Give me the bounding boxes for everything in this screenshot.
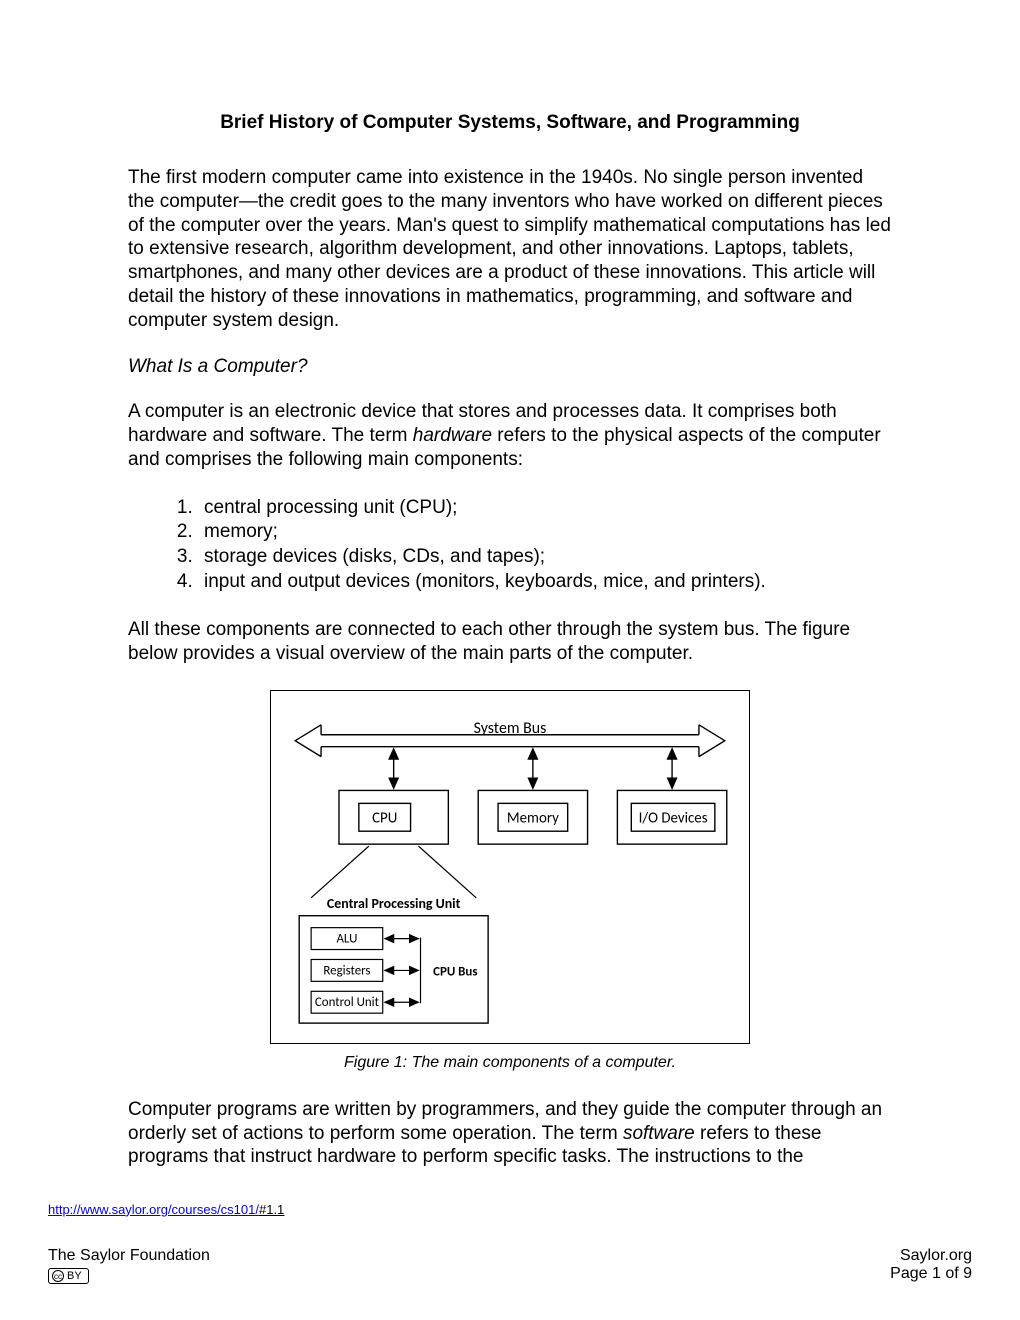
svg-text:CPU: CPU bbox=[372, 809, 397, 827]
memory-box: Memory bbox=[478, 790, 587, 844]
figure: System Bus CPU Memory I/O Devices bbox=[270, 690, 750, 1044]
cpu-box: CPU bbox=[339, 790, 448, 844]
page-footer: http://www.saylor.org/courses/cs101/#1.1… bbox=[0, 1201, 1020, 1284]
alu-box: ALU bbox=[311, 927, 383, 949]
list-item: central processing unit (CPU); bbox=[198, 496, 892, 521]
list-item: memory; bbox=[198, 520, 892, 545]
org-name: The Saylor Foundation bbox=[48, 1247, 210, 1265]
svg-text:Registers: Registers bbox=[323, 963, 370, 978]
cc-by-badge: ccBY bbox=[48, 1268, 89, 1284]
figure-container: System Bus CPU Memory I/O Devices bbox=[128, 690, 892, 1044]
system-diagram: System Bus CPU Memory I/O Devices bbox=[271, 691, 749, 1043]
term-software: software bbox=[623, 1123, 695, 1144]
software-paragraph: Computer programs are written by program… bbox=[128, 1098, 892, 1169]
cc-icon: cc bbox=[52, 1270, 64, 1282]
page-title: Brief History of Computer Systems, Softw… bbox=[128, 112, 892, 134]
site-name: Saylor.org bbox=[890, 1247, 972, 1265]
svg-text:I/O Devices: I/O Devices bbox=[639, 809, 708, 827]
cpu-bus-label: CPU Bus bbox=[433, 964, 477, 979]
intro-paragraph: The first modern computer came into exis… bbox=[128, 166, 892, 332]
io-box: I/O Devices bbox=[617, 790, 726, 844]
figure-caption: Figure 1: The main components of a compu… bbox=[128, 1054, 892, 1072]
source-link[interactable]: http://www.saylor.org/courses/cs101/#1.1 bbox=[48, 1202, 284, 1217]
definition-paragraph: A computer is an electronic device that … bbox=[128, 400, 892, 471]
list-item: storage devices (disks, CDs, and tapes); bbox=[198, 545, 892, 570]
footer-right: Saylor.org Page 1 of 9 bbox=[890, 1247, 972, 1284]
connector-paragraph: All these components are connected to ea… bbox=[128, 618, 892, 666]
svg-text:Control Unit: Control Unit bbox=[315, 995, 380, 1010]
page-number: Page 1 of 9 bbox=[890, 1265, 972, 1283]
registers-box: Registers bbox=[311, 959, 383, 981]
components-list: central processing unit (CPU); memory; s… bbox=[198, 496, 892, 595]
control-unit-box: Control Unit bbox=[311, 991, 383, 1013]
system-bus-arrow: System Bus bbox=[295, 719, 725, 757]
list-item: input and output devices (monitors, keyb… bbox=[198, 570, 892, 595]
breakout-line bbox=[311, 846, 369, 898]
svg-text:ALU: ALU bbox=[336, 931, 357, 946]
breakout-line bbox=[419, 846, 477, 898]
footer-left: The Saylor Foundation ccBY bbox=[48, 1247, 210, 1284]
term-hardware: hardware bbox=[413, 425, 492, 446]
svg-text:Memory: Memory bbox=[507, 809, 559, 827]
cpu-detail-label: Central Processing Unit bbox=[327, 895, 461, 912]
section-heading: What Is a Computer? bbox=[128, 356, 892, 378]
system-bus-label: System Bus bbox=[474, 719, 547, 738]
